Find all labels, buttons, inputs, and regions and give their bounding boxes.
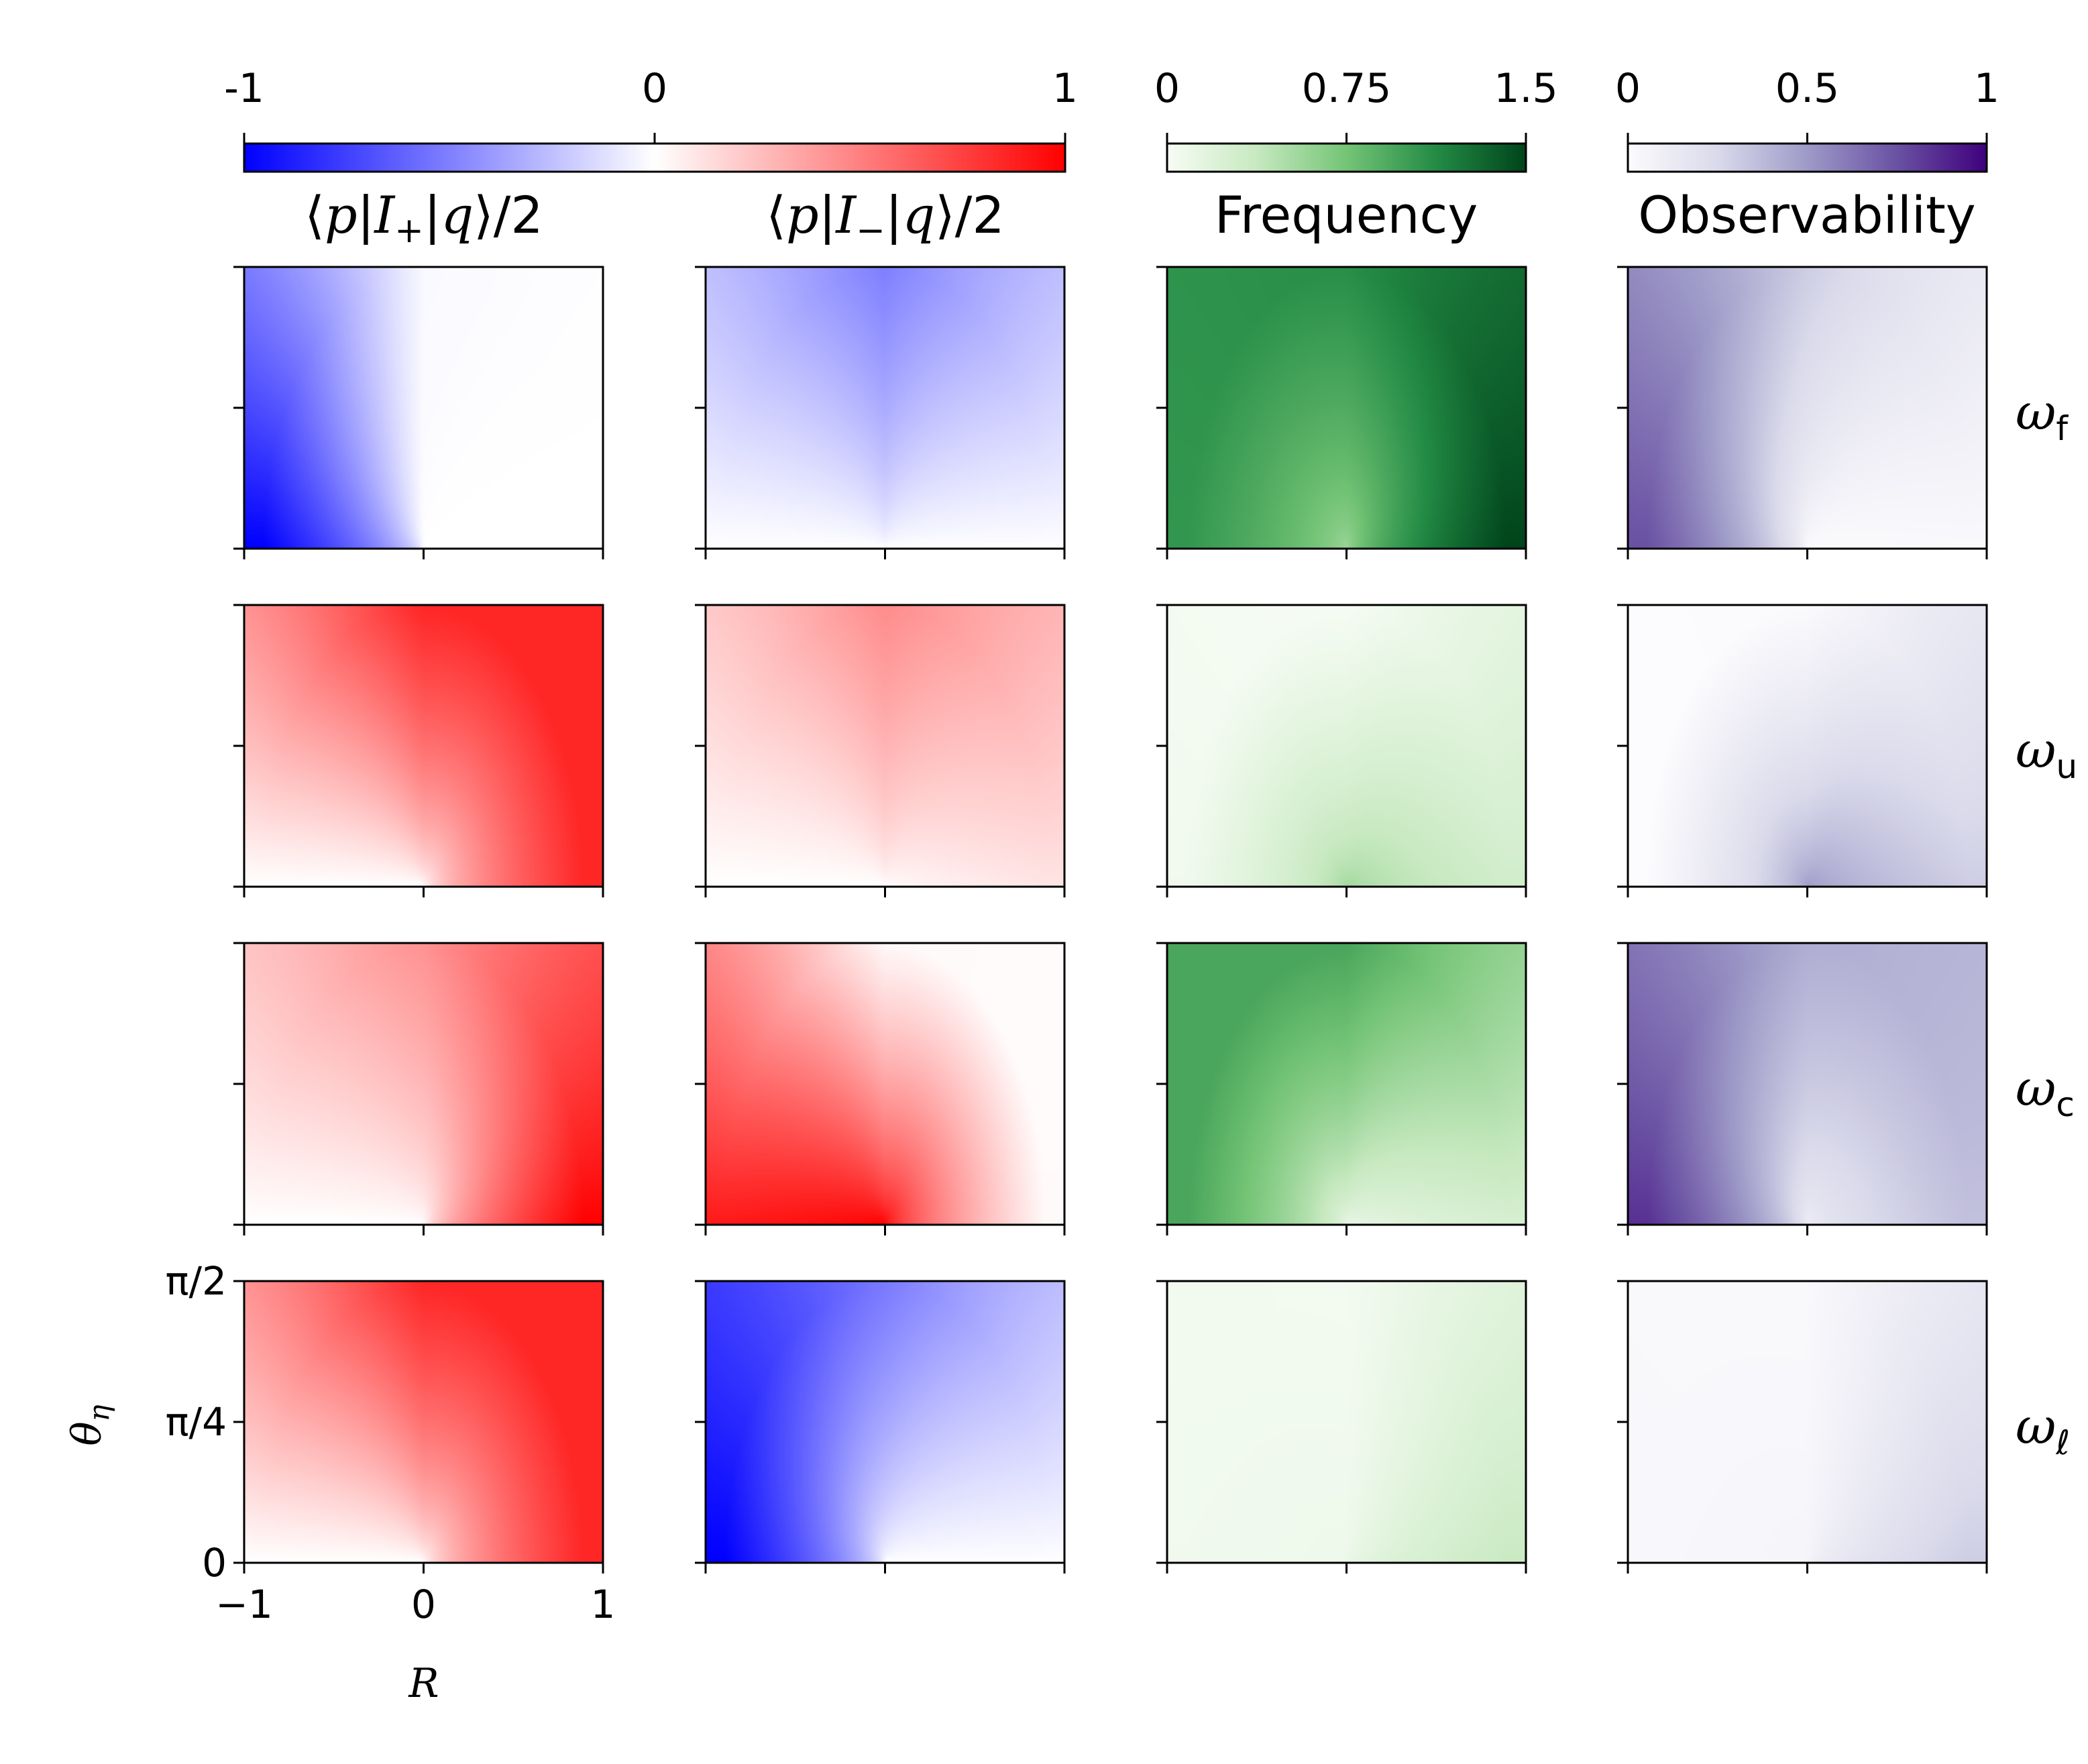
panel-r3-c3 (1617, 1280, 1988, 1574)
column-title-observability: Observability (1638, 185, 1976, 245)
panel-r0-c1 (695, 266, 1066, 559)
heatmap-image (706, 1281, 1064, 1563)
column-title-plus: ⟨p|I+|q⟩/2 (305, 185, 543, 251)
colorbar-frequency-ticks: 0 0.75 1.5 (1154, 65, 1558, 144)
column-title-minus: ⟨p|I−|q⟩/2 (766, 185, 1004, 251)
colorbar-tick-label: 0 (1615, 65, 1641, 112)
colorbar-tick-label: 1.5 (1494, 65, 1557, 112)
x-tick-label: 1 (591, 1582, 616, 1627)
column-title-frequency: Frequency (1215, 185, 1478, 245)
panel-r2-c1 (695, 942, 1066, 1235)
heatmap-image (1628, 605, 1987, 887)
heatmap-image (1167, 1281, 1526, 1563)
colorbar-frequency: 0 0.75 1.5 (1154, 65, 1558, 173)
y-axis-label: θη (64, 1404, 115, 1445)
panel-r1-c1 (695, 604, 1066, 897)
panel-r2-c2 (1156, 942, 1527, 1235)
colorbar-tick-label: 0.5 (1775, 65, 1839, 112)
row-label-l: ωℓ (2016, 1398, 2070, 1462)
heatmap-image (244, 1281, 603, 1563)
colorbar-diverging-gradient (243, 142, 1066, 173)
heatmap-image (706, 267, 1064, 549)
heatmap-image (1167, 267, 1526, 549)
panel-r1-c2 (1156, 604, 1527, 897)
panel-r1-c3 (1617, 604, 1988, 897)
x-axis-label: R (408, 1660, 439, 1707)
colorbar-tick-label: 1 (1974, 65, 1999, 112)
heatmap-image (1628, 943, 1987, 1225)
panel-r1-c0 (233, 604, 604, 897)
y-tick-label: π/4 (166, 1399, 227, 1445)
colorbar-tick-label: -1 (224, 65, 264, 112)
panel-r3-c1 (695, 1280, 1066, 1574)
colorbar-observability-ticks: 0 0.5 1 (1615, 65, 1999, 144)
heatmap-image (1167, 605, 1526, 887)
x-tick-label: −1 (215, 1582, 273, 1627)
row-label-c: ωc (2016, 1060, 2075, 1124)
colorbar-diverging: -1 0 1 (224, 65, 1078, 173)
colorbar-tick-label: 0.75 (1302, 65, 1392, 112)
heatmap-image (706, 943, 1064, 1225)
x-tick-label: 0 (411, 1582, 436, 1627)
y-tick-label: π/2 (166, 1258, 227, 1304)
colorbar-diverging-ticks: -1 0 1 (224, 65, 1078, 144)
panel-r2-c3 (1617, 942, 1988, 1235)
heatmap-image (244, 943, 603, 1225)
heatmap-image (1628, 1281, 1987, 1563)
heatmap-image (1167, 943, 1526, 1225)
y-tick-label: 0 (202, 1540, 227, 1586)
heatmap-image (244, 267, 603, 549)
colorbar-observability-gradient (1627, 142, 1988, 173)
colorbar-tick-label: 0 (1154, 65, 1180, 112)
panel-grid: 0π/4π/2−1 0 1 (166, 266, 1988, 1627)
colorbar-observability: 0 0.5 1 (1615, 65, 1999, 173)
colorbar-tick-label: 1 (1052, 65, 1078, 112)
colorbar-frequency-gradient (1166, 142, 1527, 173)
row-label-u: ωu (2016, 722, 2077, 786)
heatmap-image (706, 605, 1064, 887)
colorbar-tick-label: 0 (642, 65, 667, 112)
panel-r0-c0 (233, 266, 604, 559)
panel-r0-c3 (1617, 266, 1988, 559)
panel-r2-c0 (233, 942, 604, 1235)
panel-r3-c0: 0π/4π/2−1 0 1 (166, 1258, 616, 1627)
heatmap-image (244, 605, 603, 887)
panel-r3-c2 (1156, 1280, 1527, 1574)
row-label-f: ωf (2016, 384, 2069, 448)
heatmap-image (1628, 267, 1987, 549)
panel-r0-c2 (1156, 266, 1527, 559)
